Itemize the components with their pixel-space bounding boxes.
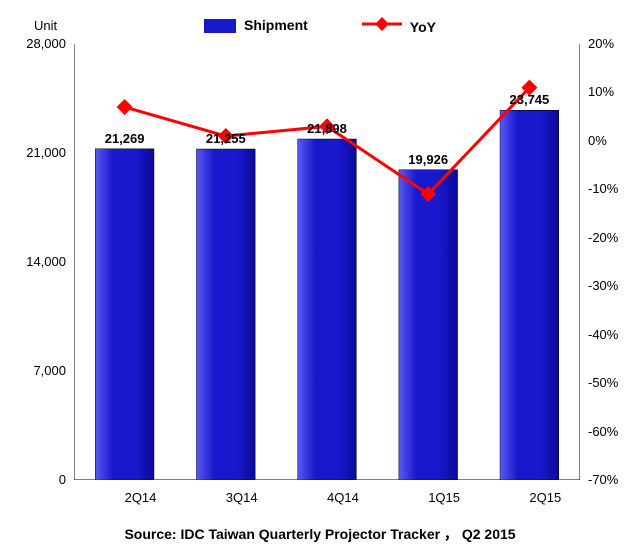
y-right-tick-label: -10%	[588, 181, 618, 196]
y-left-tick-label: 21,000	[26, 145, 66, 160]
y-right-tick-label: 20%	[588, 36, 614, 51]
bar-data-label: 21,269	[105, 131, 145, 146]
source-caption: Source: IDC Taiwan Quarterly Projector T…	[0, 524, 640, 544]
y-right-tick-label: -60%	[588, 424, 618, 439]
y-left-tick-label: 14,000	[26, 254, 66, 269]
legend: Shipment YoY	[0, 12, 640, 38]
y-left-tick-label: 28,000	[26, 36, 66, 51]
y-right-tick-label: -40%	[588, 327, 618, 342]
legend-swatch-bar	[204, 19, 236, 33]
projector-shipment-chart: Shipment YoY Unit 0 7,000 14,000 21,000 28,0…	[0, 0, 640, 555]
y-right-tick-label: 10%	[588, 84, 614, 99]
y-right-tick-label: -20%	[588, 230, 618, 245]
legend-swatch-line-icon	[362, 16, 402, 32]
y-right-tick-label: -30%	[588, 278, 618, 293]
legend-item-shipment: Shipment	[204, 17, 308, 33]
chart-svg	[74, 44, 580, 480]
y-right-tick-label: 0%	[588, 133, 607, 148]
y-axis-left-title: Unit	[34, 18, 57, 33]
x-axis-labels: 2Q143Q144Q141Q152Q15	[74, 490, 580, 510]
y-left-tick-label: 7,000	[33, 363, 66, 378]
bar-data-label: 21,898	[307, 121, 347, 136]
y-right-tick-label: -50%	[588, 375, 618, 390]
y-right-tick-label: -70%	[588, 472, 618, 487]
bar-data-label: 19,926	[408, 152, 448, 167]
bar-data-label: 21,255	[206, 131, 246, 146]
legend-label-yoy: YoY	[410, 19, 436, 35]
bar-data-label: 23,745	[510, 92, 550, 107]
legend-item-yoy: YoY	[362, 16, 436, 35]
plot-area	[74, 44, 580, 480]
legend-label-shipment: Shipment	[244, 17, 308, 33]
y-left-tick-label: 0	[59, 472, 66, 487]
